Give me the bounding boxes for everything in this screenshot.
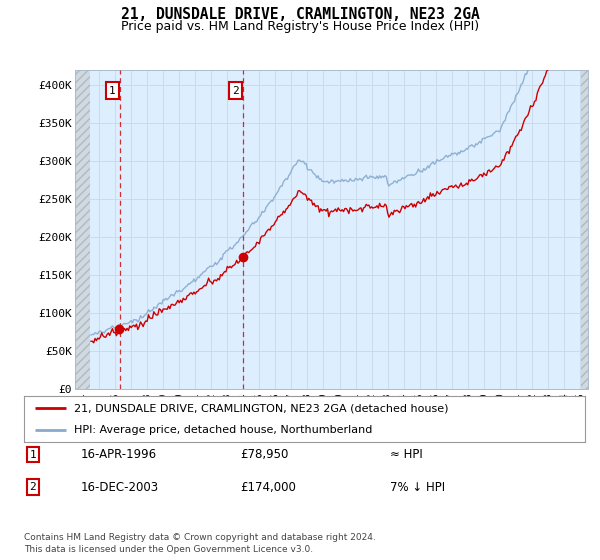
Text: 1: 1 [109,86,116,96]
Text: Price paid vs. HM Land Registry's House Price Index (HPI): Price paid vs. HM Land Registry's House … [121,20,479,32]
Bar [581,70,588,389]
Bar [75,70,90,389]
Text: 16-APR-1996: 16-APR-1996 [81,448,157,461]
Text: ≈ HPI: ≈ HPI [390,448,423,461]
Text: 21, DUNSDALE DRIVE, CRAMLINGTON, NE23 2GA (detached house): 21, DUNSDALE DRIVE, CRAMLINGTON, NE23 2G… [74,403,449,413]
Text: 16-DEC-2003: 16-DEC-2003 [81,480,159,494]
Text: £78,950: £78,950 [240,448,289,461]
Text: 21, DUNSDALE DRIVE, CRAMLINGTON, NE23 2GA: 21, DUNSDALE DRIVE, CRAMLINGTON, NE23 2G… [121,7,479,22]
Text: HPI: Average price, detached house, Northumberland: HPI: Average price, detached house, Nort… [74,426,373,436]
Text: 2: 2 [29,482,37,492]
Text: 1: 1 [29,450,37,460]
Text: Contains HM Land Registry data © Crown copyright and database right 2024.
This d: Contains HM Land Registry data © Crown c… [24,533,376,554]
Text: £174,000: £174,000 [240,480,296,494]
Text: 7% ↓ HPI: 7% ↓ HPI [390,480,445,494]
Text: 2: 2 [232,86,239,96]
